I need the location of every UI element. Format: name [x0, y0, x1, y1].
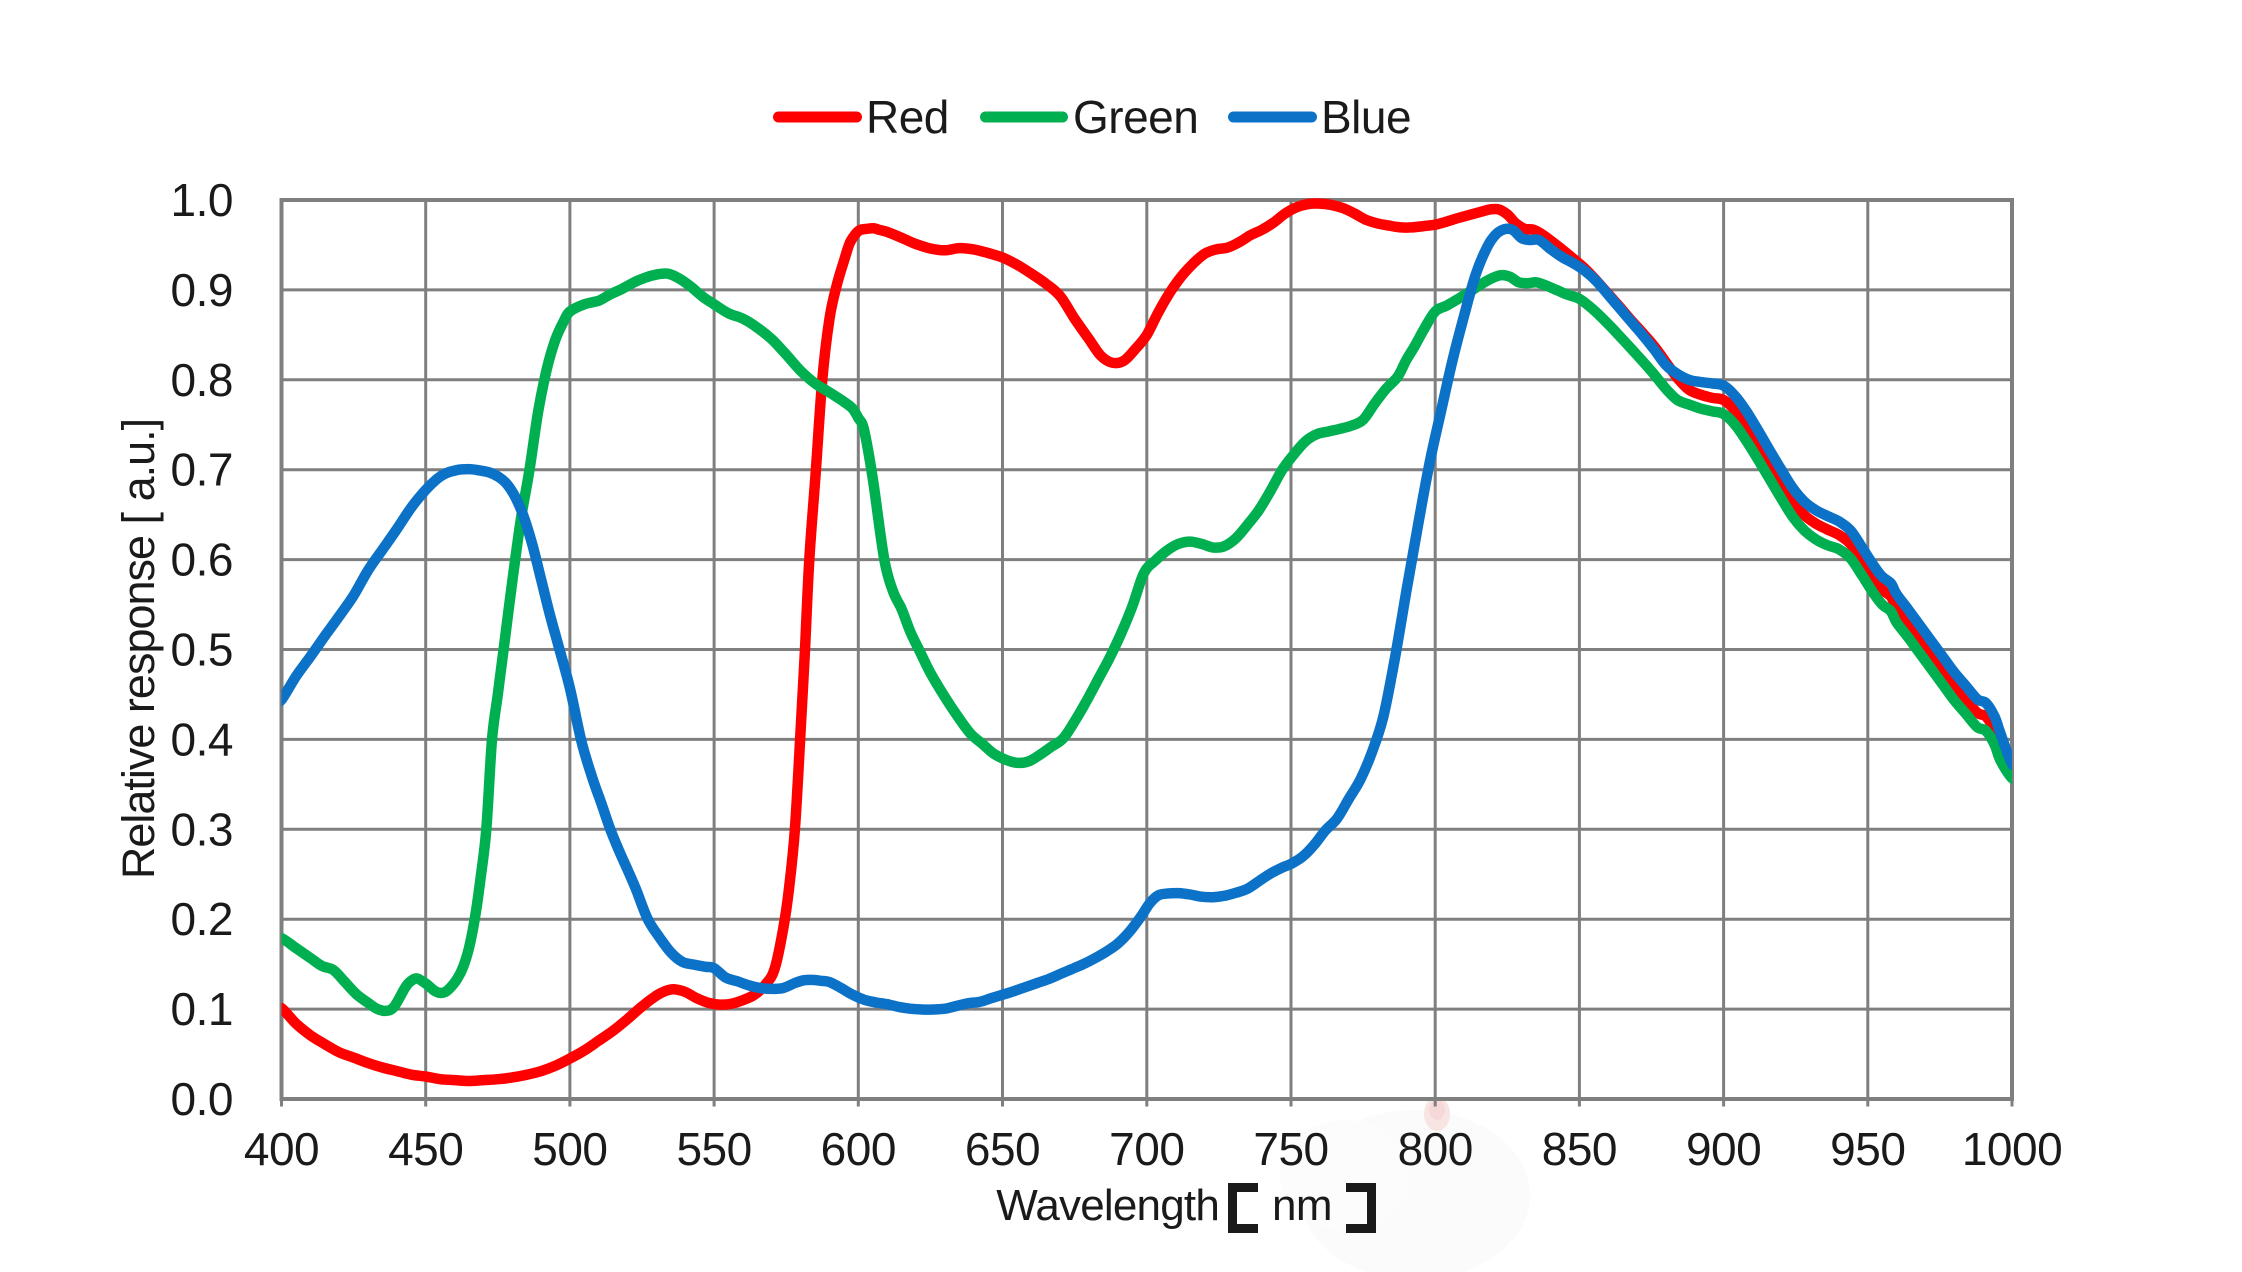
svg-text:0.7: 0.7	[171, 444, 233, 496]
svg-text:0.3: 0.3	[171, 803, 233, 855]
svg-text:0.5: 0.5	[171, 624, 233, 676]
svg-text:0.6: 0.6	[171, 534, 233, 586]
svg-text:0.4: 0.4	[171, 713, 233, 765]
svg-text:950: 950	[1830, 1123, 1905, 1175]
svg-text:Green: Green	[1073, 91, 1198, 143]
svg-text:550: 550	[676, 1123, 751, 1175]
svg-text:750: 750	[1253, 1123, 1328, 1175]
svg-text:450: 450	[388, 1123, 463, 1175]
svg-text:600: 600	[821, 1123, 896, 1175]
svg-text:0.0: 0.0	[171, 1073, 233, 1125]
svg-text:800: 800	[1398, 1123, 1473, 1175]
svg-text:650: 650	[965, 1123, 1040, 1175]
svg-text:0.2: 0.2	[171, 893, 233, 945]
svg-text:700: 700	[1109, 1123, 1184, 1175]
svg-text:Blue: Blue	[1321, 91, 1411, 143]
svg-text:0.9: 0.9	[171, 264, 233, 316]
svg-text:850: 850	[1542, 1123, 1617, 1175]
svg-text:1000: 1000	[1962, 1123, 2062, 1175]
svg-text:1.0: 1.0	[171, 174, 233, 226]
svg-text:Red: Red	[866, 91, 949, 143]
svg-text:Relative response [ a.u.]: Relative response [ a.u.]	[113, 419, 164, 879]
svg-text:0.8: 0.8	[171, 354, 233, 406]
svg-text:900: 900	[1686, 1123, 1761, 1175]
svg-text:0.1: 0.1	[171, 983, 233, 1035]
svg-text:Wavelength: Wavelength	[996, 1181, 1219, 1230]
svg-text:400: 400	[244, 1123, 319, 1175]
svg-text:nm: nm	[1272, 1181, 1332, 1230]
svg-text:500: 500	[532, 1123, 607, 1175]
